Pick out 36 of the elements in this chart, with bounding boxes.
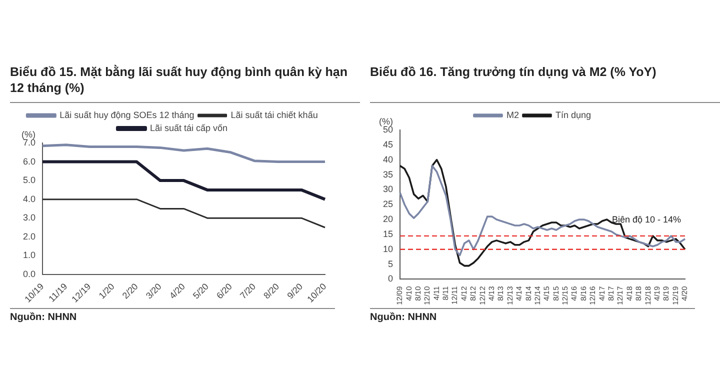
legend-label: Lãi suất tái chiết khấu xyxy=(230,110,318,120)
y-tick-label: 4.0 xyxy=(22,194,36,204)
legend-label: Lãi suất huy động SOEs 12 tháng xyxy=(60,110,194,120)
legend-label: Tín dụng xyxy=(555,110,592,120)
x-tick-label: 8/20 xyxy=(262,281,282,301)
legend-label: Lãi suất tái cấp vốn xyxy=(150,122,228,133)
y-tick-label: 15 xyxy=(382,228,394,239)
y-axis-title: (%) xyxy=(22,129,36,140)
y-tick-label: 10 xyxy=(382,244,394,254)
y-tick-label: 40 xyxy=(382,154,394,164)
y-tick-label: 25 xyxy=(382,199,394,210)
y-tick-label: 5.0 xyxy=(22,175,36,186)
y-tick-label: 5 xyxy=(388,258,394,269)
x-tick-label: 3/20 xyxy=(144,281,164,301)
y-tick-label: 35 xyxy=(382,169,394,180)
y-tick-label: 0.0 xyxy=(22,268,36,279)
text: Nguồn: NHNN xyxy=(370,308,695,323)
y-tick-label: 6.0 xyxy=(22,156,36,166)
legend-label: M2 xyxy=(506,110,519,120)
ref-line-label: Biên độ 10 - 14% xyxy=(612,214,681,224)
y-tick-label: 45 xyxy=(382,139,394,150)
y-tick-label: 20 xyxy=(382,214,394,224)
x-tick-label: 7/20 xyxy=(238,281,258,301)
x-tick-label: 6/20 xyxy=(214,281,234,301)
text: Nguồn: NHNN xyxy=(10,308,335,323)
x-tick-label: 5/20 xyxy=(191,281,210,301)
y-tick-label: 1.0 xyxy=(22,250,36,260)
chart-title: Biểu đồ 16. Tăng trưởng tín dụng và M2 (% YoY) xyxy=(370,64,720,103)
y-tick-label: 0 xyxy=(388,274,394,284)
y-tick-label: 30 xyxy=(382,184,394,194)
x-tick-label: 9/20 xyxy=(285,281,305,301)
x-tick-label: 4/20 xyxy=(167,281,187,301)
y-axis-title: (%) xyxy=(379,116,394,126)
y-tick-label: 3.0 xyxy=(22,212,36,223)
chart-title: Biểu đồ 15. Mặt bằng lãi suất huy động bình quân kỳ hạn 12 tháng (%) xyxy=(10,64,360,103)
y-tick-label: 2.0 xyxy=(22,231,36,242)
